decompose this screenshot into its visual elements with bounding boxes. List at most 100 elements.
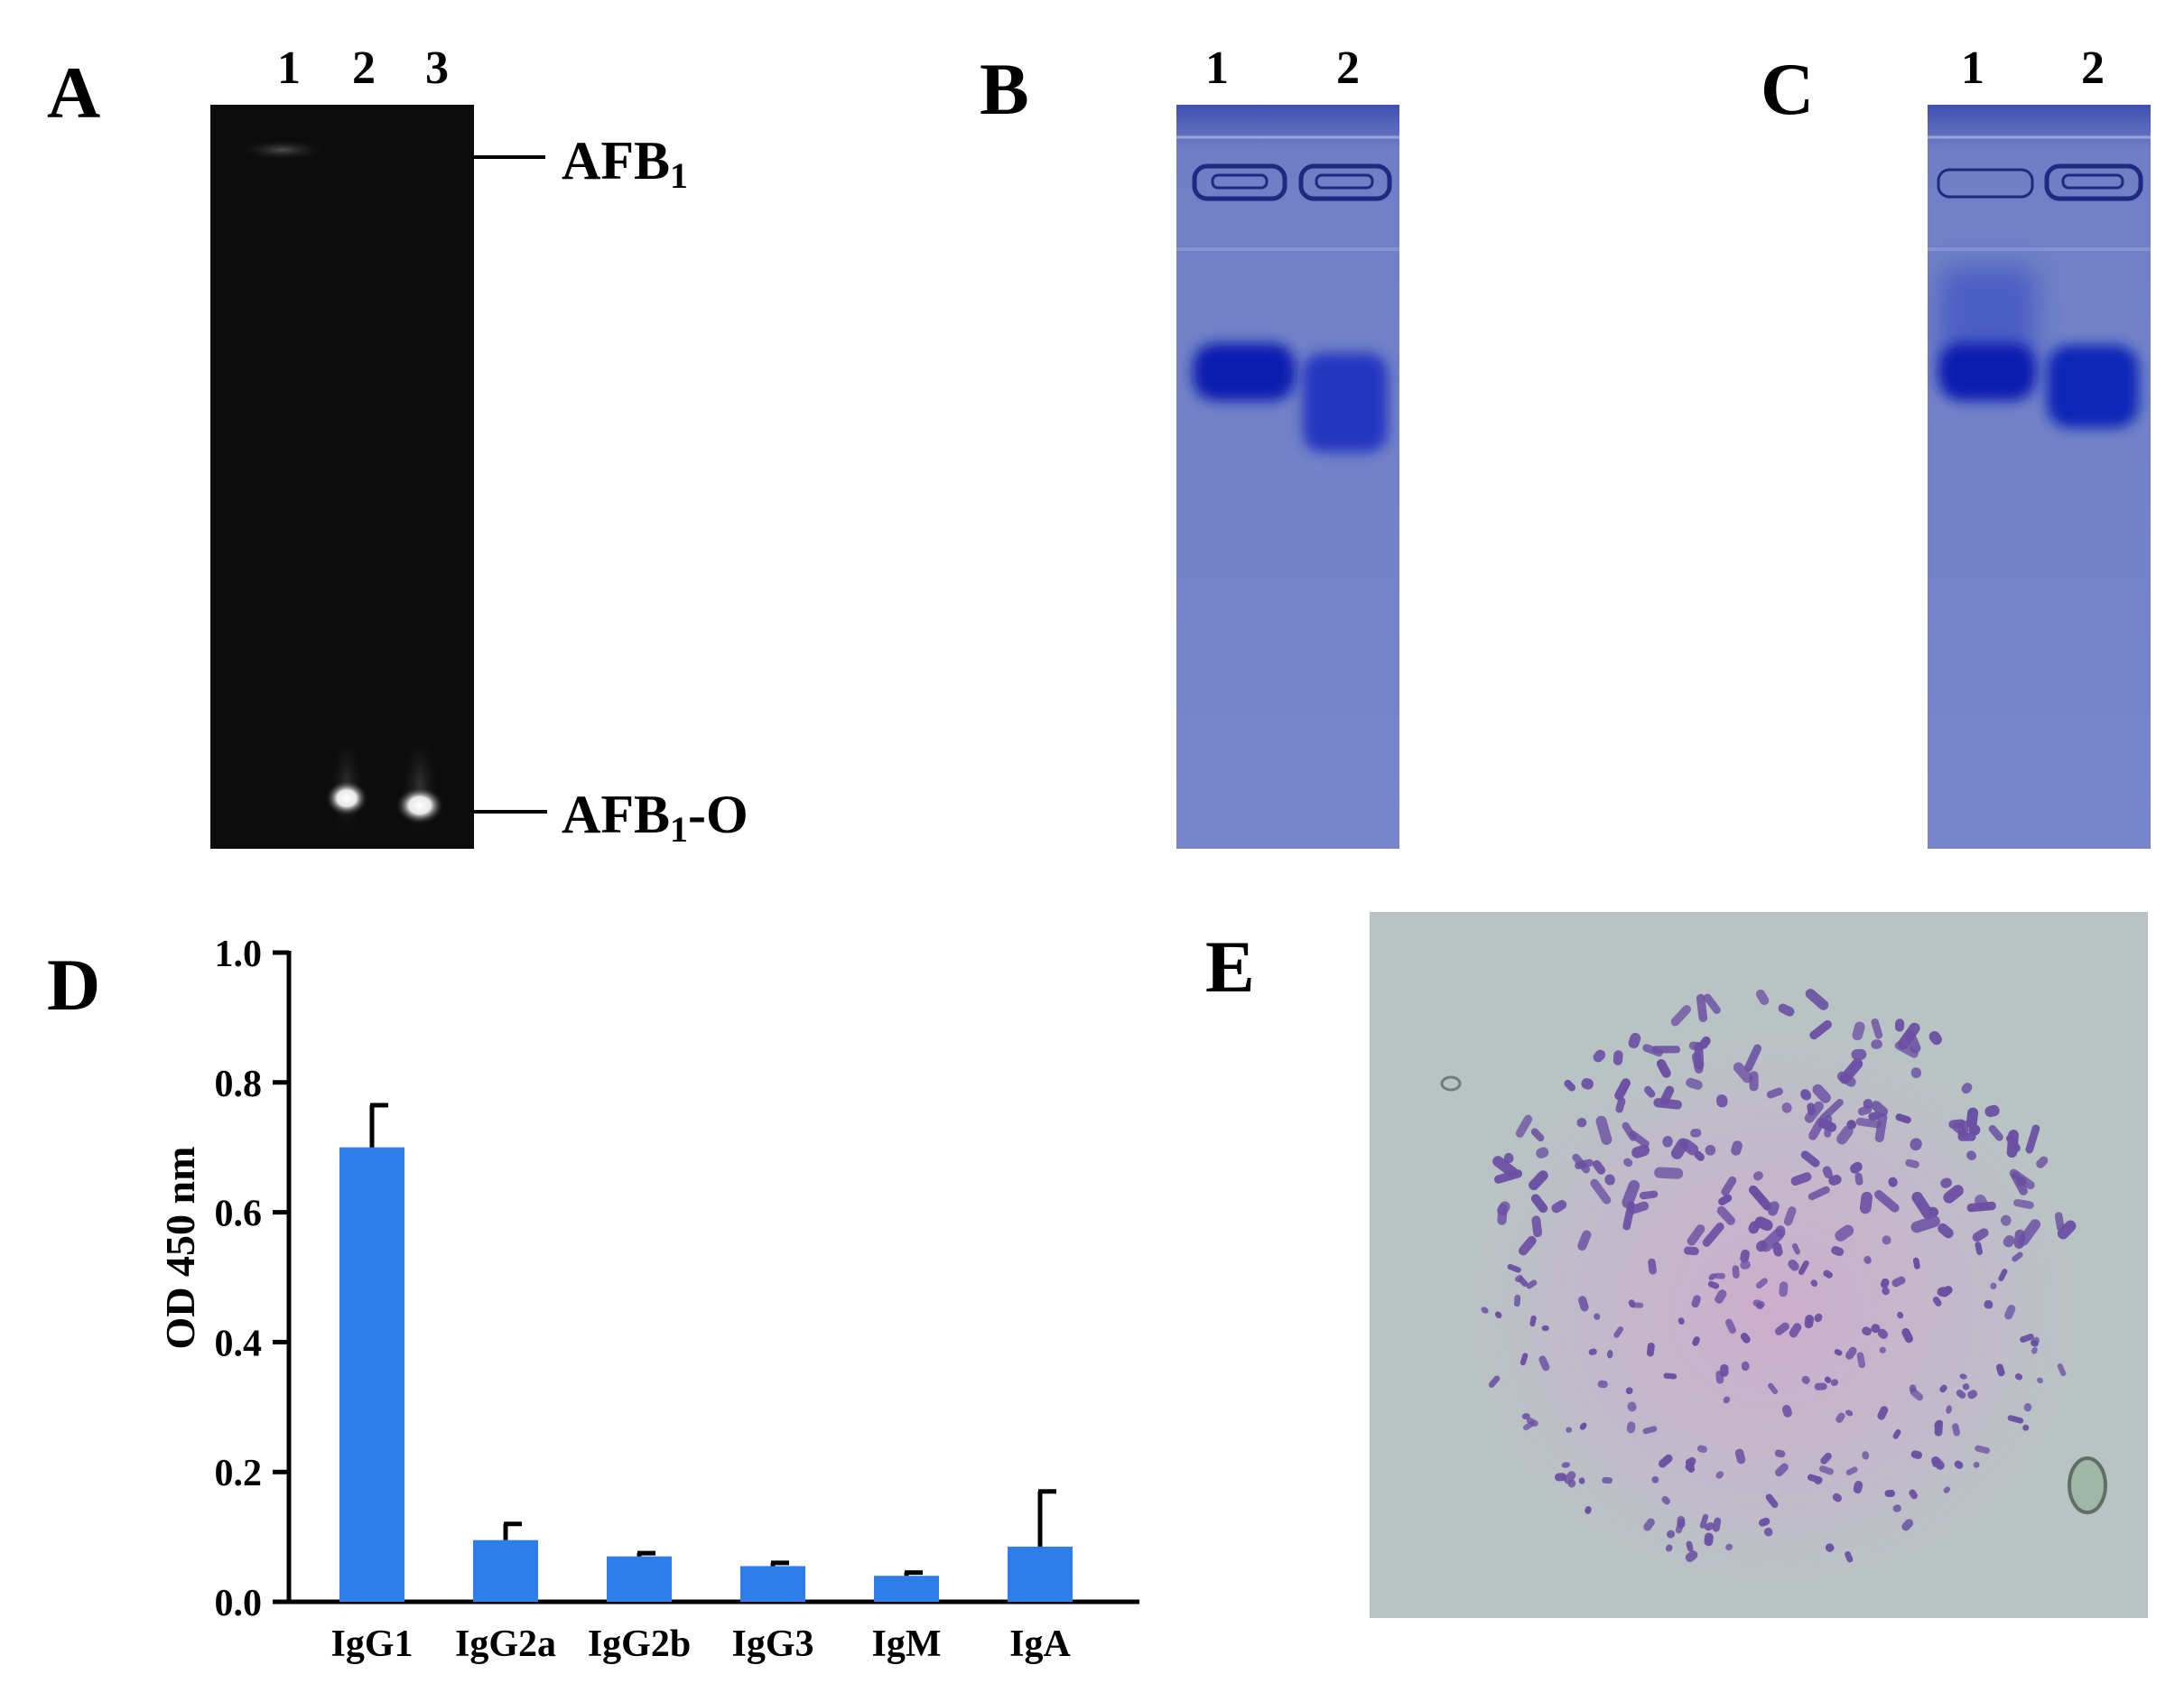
bar-igg1 bbox=[339, 1147, 404, 1602]
chromosome bbox=[1686, 1077, 1703, 1090]
y-tick-label: 0.4 bbox=[215, 1323, 263, 1364]
chromosome bbox=[1975, 1242, 1984, 1256]
chromosome bbox=[1975, 1195, 1988, 1210]
bar-iga bbox=[1008, 1546, 1073, 1602]
chromosome bbox=[1909, 1384, 1917, 1393]
chromosome bbox=[1755, 989, 1770, 1006]
chromosome bbox=[1871, 1039, 1882, 1049]
chromosome bbox=[1804, 1315, 1815, 1329]
chromosome bbox=[1625, 1387, 1633, 1395]
chromosome bbox=[1892, 1504, 1901, 1512]
chromosome bbox=[1845, 1346, 1857, 1360]
chromosome bbox=[1725, 1543, 1733, 1551]
chromosome bbox=[1749, 1071, 1759, 1092]
chromosome bbox=[1623, 1158, 1633, 1167]
chromosome bbox=[1654, 1167, 1684, 1179]
chromosome bbox=[1956, 1390, 1966, 1399]
chromosome bbox=[1853, 1481, 1863, 1494]
chromosome bbox=[1520, 1353, 1529, 1366]
chromosome bbox=[1814, 1382, 1827, 1391]
chromosome bbox=[1602, 1476, 1612, 1484]
chromosome bbox=[1529, 1315, 1537, 1327]
chromosome bbox=[1768, 1382, 1779, 1395]
chromosome bbox=[1699, 1513, 1709, 1529]
chromosome bbox=[1733, 1062, 1753, 1084]
chromosome bbox=[1716, 1205, 1735, 1225]
chromosome bbox=[1804, 1101, 1824, 1123]
chromosome bbox=[1663, 1372, 1677, 1380]
y-tick-label: 0.8 bbox=[215, 1064, 263, 1105]
chromosome bbox=[1943, 1185, 1964, 1204]
chromosome bbox=[1644, 1085, 1656, 1098]
chromosome bbox=[1952, 1423, 1960, 1437]
chromosome bbox=[1932, 1296, 1942, 1307]
chromosome bbox=[1851, 1048, 1867, 1060]
chromosome bbox=[1937, 1287, 1948, 1297]
chromosome bbox=[1731, 1140, 1743, 1156]
chromosome bbox=[1892, 1428, 1901, 1439]
chromosome bbox=[1961, 1083, 1973, 1094]
chromosome bbox=[1845, 1551, 1854, 1563]
bar-igm bbox=[874, 1576, 939, 1602]
chromosome bbox=[2023, 1402, 2032, 1412]
chromosome-spread bbox=[1440, 984, 2107, 1580]
chromosome bbox=[1659, 1085, 1675, 1105]
chromosome bbox=[1852, 1021, 1865, 1041]
chromosome bbox=[1856, 1352, 1866, 1369]
chromosome bbox=[1604, 1174, 1615, 1186]
chromosome bbox=[1932, 1459, 1941, 1467]
chromosome bbox=[1597, 1380, 1608, 1389]
y-tick-label: 0.0 bbox=[215, 1583, 263, 1624]
chromosome bbox=[1566, 1427, 1573, 1433]
gel-c-band-lane2 bbox=[2047, 345, 2139, 428]
chromosome bbox=[1714, 1272, 1726, 1279]
chromosome bbox=[1526, 1279, 1538, 1289]
chromosome bbox=[1685, 1456, 1696, 1471]
chromosome bbox=[1612, 1050, 1623, 1065]
tlc-plate bbox=[210, 105, 474, 849]
lane-a-3: 3 bbox=[425, 42, 449, 94]
chromosome bbox=[1530, 1128, 1545, 1142]
chromosome bbox=[1966, 1107, 1979, 1129]
chromosome bbox=[1911, 1191, 1934, 1220]
chromosome bbox=[1704, 1521, 1715, 1531]
chromosome bbox=[1996, 1363, 2005, 1377]
chromosome bbox=[1814, 1476, 1823, 1485]
chromosome bbox=[1732, 1265, 1740, 1279]
chromosome bbox=[1873, 1189, 1900, 1213]
chromosome bbox=[1694, 1150, 1705, 1161]
chromosome bbox=[1656, 1059, 1671, 1078]
chromosome bbox=[1707, 1280, 1720, 1289]
panel-letter-a: A bbox=[47, 51, 101, 134]
tlc-spot-lane2 bbox=[325, 780, 368, 816]
chromosome bbox=[1567, 1479, 1576, 1488]
chromosome bbox=[2003, 1235, 2015, 1248]
chromosome bbox=[1759, 1517, 1770, 1527]
chromosome bbox=[1740, 1249, 1750, 1263]
chromosome bbox=[1845, 1466, 1858, 1476]
chromosome bbox=[1595, 1115, 1612, 1145]
chromosome bbox=[1766, 1087, 1783, 1099]
chromosome bbox=[1665, 1544, 1673, 1552]
lane-b-1: 1 bbox=[1205, 42, 1229, 94]
chromosome bbox=[1631, 1144, 1650, 1158]
x-tick-label: IgA bbox=[1009, 1623, 1071, 1665]
chromosome bbox=[2031, 1346, 2038, 1354]
chromosome bbox=[2016, 1176, 2027, 1187]
chromosome bbox=[1845, 1409, 1854, 1417]
lane-a-2: 2 bbox=[352, 42, 376, 94]
chromosome-micrograph bbox=[1370, 912, 2148, 1618]
chromosome bbox=[1704, 1532, 1714, 1547]
chromosome bbox=[1712, 1517, 1722, 1532]
chromosome bbox=[1984, 1299, 1993, 1309]
chromosome bbox=[1594, 1313, 1601, 1320]
chromosome bbox=[1824, 1376, 1832, 1383]
chromosome bbox=[2022, 1424, 2030, 1431]
chromosome bbox=[2007, 1415, 2024, 1424]
chromosome bbox=[1783, 1206, 1797, 1226]
chromosome bbox=[1613, 1326, 1624, 1338]
chromosome bbox=[2000, 1214, 2012, 1226]
stray-cell bbox=[2068, 1456, 2107, 1514]
chromosome bbox=[1585, 1506, 1592, 1514]
label-afb1-o: AFB1-O bbox=[562, 785, 748, 850]
